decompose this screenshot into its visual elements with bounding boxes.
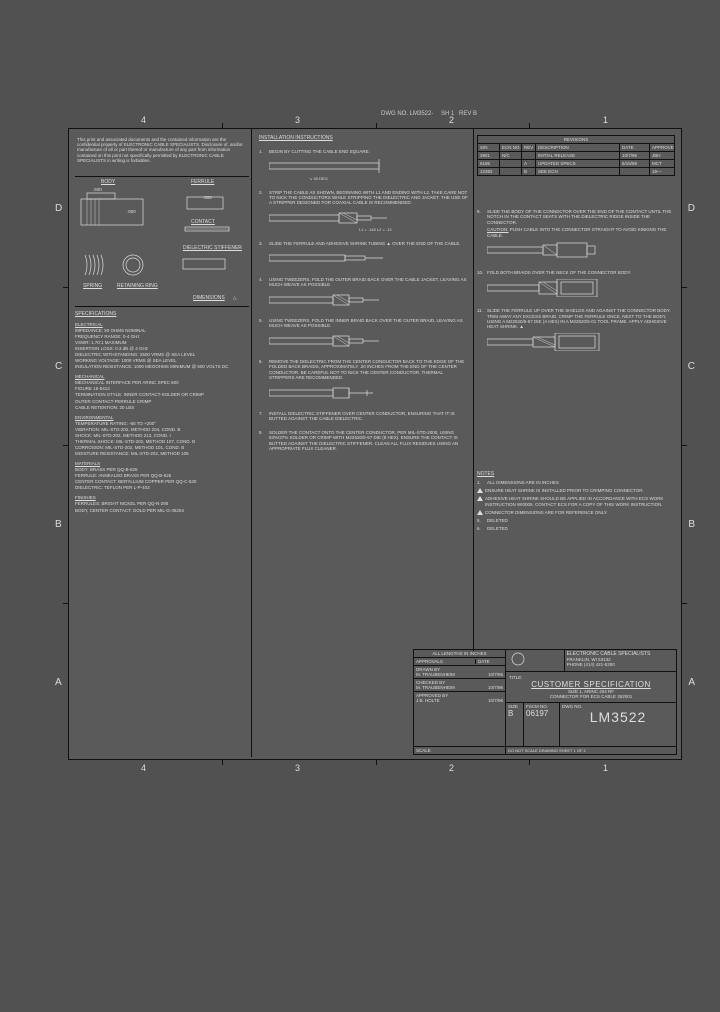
installation-instructions: INSTALLATION INSTRUCTIONS 1.BEGIN BY CUT… <box>259 135 469 451</box>
row-c-r: C <box>688 361 695 372</box>
rev-head: S/NECN NO. REVDESCRIPTION DATEAPPROVED <box>478 144 674 152</box>
row-d-r: D <box>688 203 695 214</box>
row-a-l: A <box>55 677 62 688</box>
notes-body: 1.ALL DIMENSIONS ARE IN INCHESENSURE HEA… <box>477 480 677 532</box>
drawing-sheet: DWG NO. LM3522- SH 1 REV B 4 3 2 1 4 3 2… <box>68 128 682 760</box>
spec-materials: BODY: BRASS PER QQ-B-626FERRULE: ANNEALE… <box>75 467 249 491</box>
component-diagram: BODY FERRULE .500 .500 .500 CONTACT DIEL… <box>75 179 249 307</box>
col-1-bot: 1 <box>603 763 608 773</box>
col-1-top: 1 <box>603 115 608 125</box>
row-b-r: B <box>688 519 695 530</box>
row-c-l: C <box>55 361 62 372</box>
rev-ref: REV B <box>459 111 477 117</box>
ecs-logo-icon <box>506 650 565 671</box>
revisions-table: REVISIONS S/NECN NO. REVDESCRIPTION DATE… <box>477 135 675 176</box>
right-steps: 9.SLIDE THE BODY OF THE CONNECTOR OVER T… <box>477 199 677 352</box>
rev-body: 3901N/CINITIAL RELEASE10/7/96JBH6186AUPD… <box>478 152 674 175</box>
col-2-bot: 2 <box>449 763 454 773</box>
col-4-top: 4 <box>141 115 146 125</box>
confidentiality-note: This print and associated documents and … <box>75 135 249 177</box>
spec-mechanical: MECHANICAL INTERFACE PER ARINC SPEC 600F… <box>75 380 249 410</box>
spec-environmental: TEMPERATURE RATING: -65 TO +200°VIBRATIO… <box>75 421 249 457</box>
col-3-bot: 3 <box>295 763 300 773</box>
specifications: SPECIFICATIONS ELECTRICAL IMPEDANCE: 50 … <box>75 311 249 591</box>
row-b-l: B <box>55 519 62 530</box>
col-2-top: 2 <box>449 115 454 125</box>
dwg-ref: DWG NO. LM3522- <box>381 111 433 117</box>
spec-finishes: FERRULES: BRIGHT NICKEL PER QQ-N-290BODY… <box>75 501 249 513</box>
instr-steps: 1.BEGIN BY CUTTING THE CABLE END SQUARE.… <box>259 149 469 451</box>
row-d-l: D <box>55 203 62 214</box>
col-4-bot: 4 <box>141 763 146 773</box>
notes: NOTES 1.ALL DIMENSIONS ARE IN INCHESENSU… <box>477 471 677 532</box>
title-block: ALL LENGTHS IN INCHES APPROVALSDATE DRAW… <box>413 649 677 755</box>
row-a-r: A <box>688 677 695 688</box>
col-3-top: 3 <box>295 115 300 125</box>
spec-electrical: IMPEDANCE: 50 OHMS NOMINALFREQUENCY RANG… <box>75 328 249 370</box>
